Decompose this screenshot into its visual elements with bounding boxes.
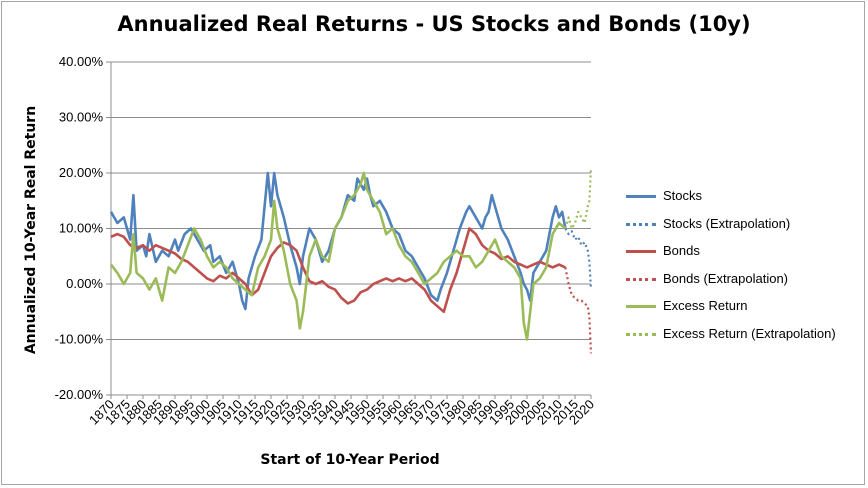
series-line-stocks-extrapolation — [564, 227, 593, 290]
y-tick-label: 10.00% — [59, 221, 104, 236]
legend-entry: Bonds — [626, 241, 864, 261]
y-tick-label: 30.00% — [59, 110, 104, 125]
legend-label: Stocks (Extrapolation) — [663, 215, 791, 231]
legend-label: Excess Return (Extrapolation) — [663, 325, 836, 341]
legend-swatch — [626, 222, 656, 226]
y-tick-label: 40.00% — [59, 54, 104, 69]
axes — [106, 61, 592, 399]
series-line-bonds — [110, 227, 566, 314]
y-tick-label: -10.00% — [55, 332, 104, 347]
legend-label: Excess Return — [663, 298, 748, 313]
legend-swatch — [626, 250, 656, 253]
legend-swatch — [626, 195, 656, 198]
legend-entry: Stocks (Extrapolation) — [626, 214, 864, 234]
y-tick-label: -20.00% — [55, 387, 104, 402]
x-axis-title: Start of 10-Year Period — [260, 452, 440, 468]
series-line-bonds-extrapolation — [564, 267, 593, 354]
legend-swatch — [626, 305, 656, 308]
y-tick-labels: -20.00% -10.00% 0.00% 10.00% 20.00% 30.00% 40.… — [55, 54, 104, 402]
series-lines — [109, 167, 593, 354]
legend-entry: Stocks — [626, 186, 864, 206]
y-axis-title-text: Annualized 10-Year Real Return — [23, 105, 39, 355]
legend-swatch — [626, 277, 656, 281]
legend-label: Bonds (Extrapolation) — [663, 270, 789, 286]
legend-label: Bonds — [663, 243, 700, 258]
chart-title: Annualized Real Returns - US Stocks and … — [117, 12, 751, 36]
gridlines — [111, 61, 591, 396]
legend-entry: Excess Return — [626, 296, 864, 316]
series-line-excess-return-extrapolation — [564, 167, 593, 230]
legend-entry: Excess Return (Extrapolation) — [626, 324, 864, 344]
legend-swatch — [626, 332, 656, 336]
legend-label: Stocks — [663, 188, 703, 203]
y-tick-label: 0.00% — [66, 276, 103, 291]
legend-entry: Bonds (Extrapolation) — [626, 269, 864, 289]
series-line-excess-return — [109, 171, 567, 341]
y-tick-label: 20.00% — [59, 165, 104, 180]
series-line-stocks — [109, 171, 567, 311]
x-tick-labels: 1870187518801885189018951900190519101915… — [86, 397, 597, 428]
